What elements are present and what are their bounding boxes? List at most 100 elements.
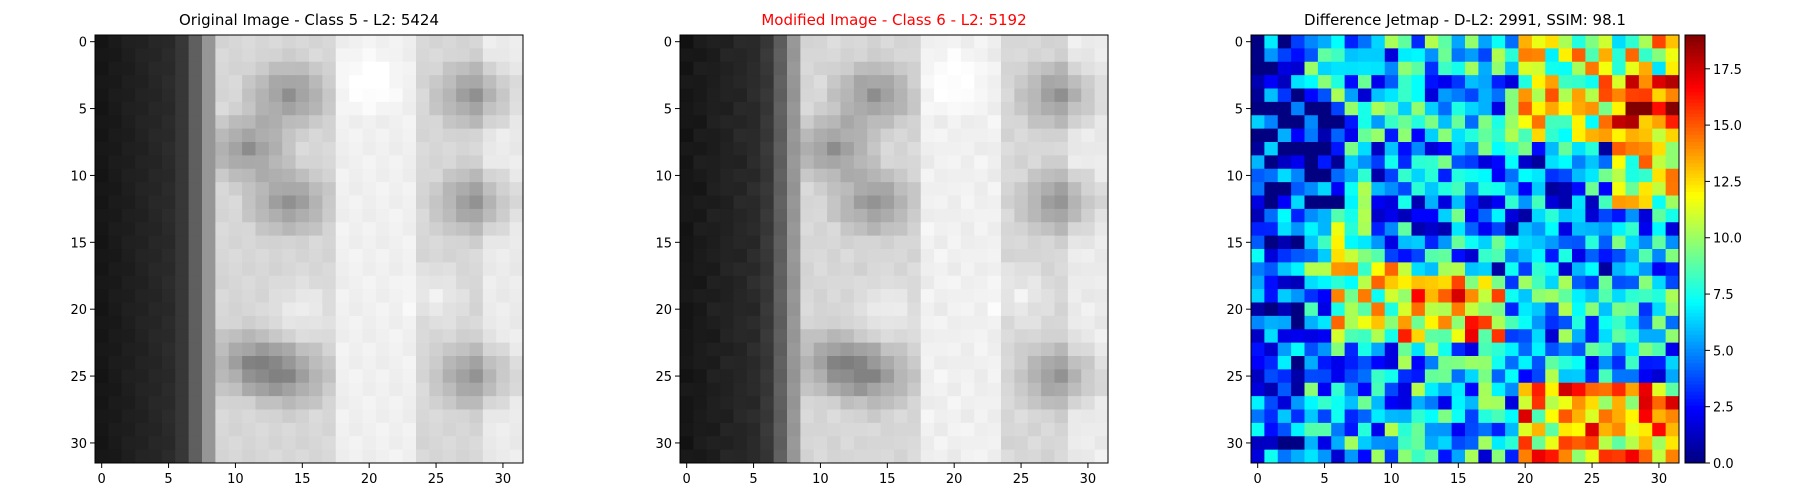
image-cell [1264,115,1279,130]
image-cell [1585,289,1600,303]
image-cell [880,342,895,357]
image-cell [1531,369,1546,384]
image-cell [1518,329,1533,344]
y-tick-label: 10 [1226,169,1243,184]
image-cell [1465,142,1479,156]
image-cell [1531,168,1546,183]
image-cell [1317,35,1332,49]
image-cell [733,409,748,424]
image-cell [1358,356,1372,370]
colorbar-segment [1685,81,1705,86]
image-cell [1531,342,1546,357]
image-cell [442,422,457,437]
image-cell [1014,48,1029,63]
image-cell [509,101,524,116]
image-cell [853,48,868,63]
x-tick-label: 15 [294,472,311,487]
image-cell [215,182,230,196]
image-cell [1465,195,1479,210]
x-tick-label: 20 [946,472,963,487]
image-cell [215,356,230,370]
image-cell [1014,302,1029,317]
image-cell [853,369,868,384]
image-cell [1041,208,1055,223]
image-cell [680,449,694,464]
image-cell [121,182,136,196]
image-cell [800,115,815,130]
colorbar-segment [1685,302,1705,307]
image-cell [1518,396,1533,410]
image-cell [733,275,748,290]
image-cell [148,142,163,156]
image-cell [1371,195,1386,210]
image-cell [456,35,470,49]
image-cell [108,289,123,303]
image-cell [322,61,337,76]
image-cell [720,356,734,370]
image-cell [1331,315,1346,330]
image-cell [335,75,350,89]
image-cell [1027,168,1042,183]
image-cell [1277,35,1292,49]
image-cell [1027,195,1042,210]
image-cell [1665,422,1680,437]
image-cell [1027,155,1042,170]
image-cell [1371,262,1386,277]
image-cell [773,195,788,210]
image-cell [813,356,828,370]
image-cell [389,275,404,290]
image-cell [1465,315,1479,330]
image-cell [1277,422,1292,437]
image-cell [456,195,470,210]
image-cell [1054,101,1069,116]
image-cell [362,48,377,63]
image-cell [787,289,801,303]
image-cell [1304,275,1319,290]
image-cell [482,329,497,344]
image-cell [1264,356,1279,370]
image-cell [760,208,775,223]
image-cell [1625,449,1640,464]
image-cell [1371,422,1386,437]
image-cell [773,235,788,250]
image-cell [282,369,297,384]
image-cell [827,356,841,370]
image-cell [175,436,190,451]
image-cell [469,449,484,464]
image-cell [1094,235,1109,250]
image-cell [987,329,1002,344]
image-cell [1478,315,1493,330]
image-cell [1094,128,1109,143]
image-cell [827,289,841,303]
image-cell [456,48,470,63]
image-cell [867,382,882,397]
image-cell [202,222,216,237]
image-cell [1291,168,1305,183]
image-cell [1411,422,1426,437]
image-cell [907,61,922,76]
image-cell [1585,142,1600,156]
image-cell [442,436,457,451]
image-cell [349,289,363,303]
image-cell [402,75,417,89]
image-cell [1371,222,1386,237]
image-cell [1027,382,1042,397]
image-cell [402,356,417,370]
image-cell [161,409,176,424]
image-cell [1612,101,1626,116]
image-cell [1264,449,1279,464]
image-cell [309,329,323,344]
image-cell [202,35,216,49]
image-cell [108,329,123,344]
image-cell [1491,222,1506,237]
image-cell [1041,128,1055,143]
image-cell [135,369,149,384]
image-cell [482,48,497,63]
image-cell [920,315,935,330]
image-cell [402,142,417,156]
image-cell [800,128,815,143]
image-cell [469,275,484,290]
image-cell [1665,182,1680,196]
image-cell [1572,409,1586,424]
image-cell [389,356,404,370]
